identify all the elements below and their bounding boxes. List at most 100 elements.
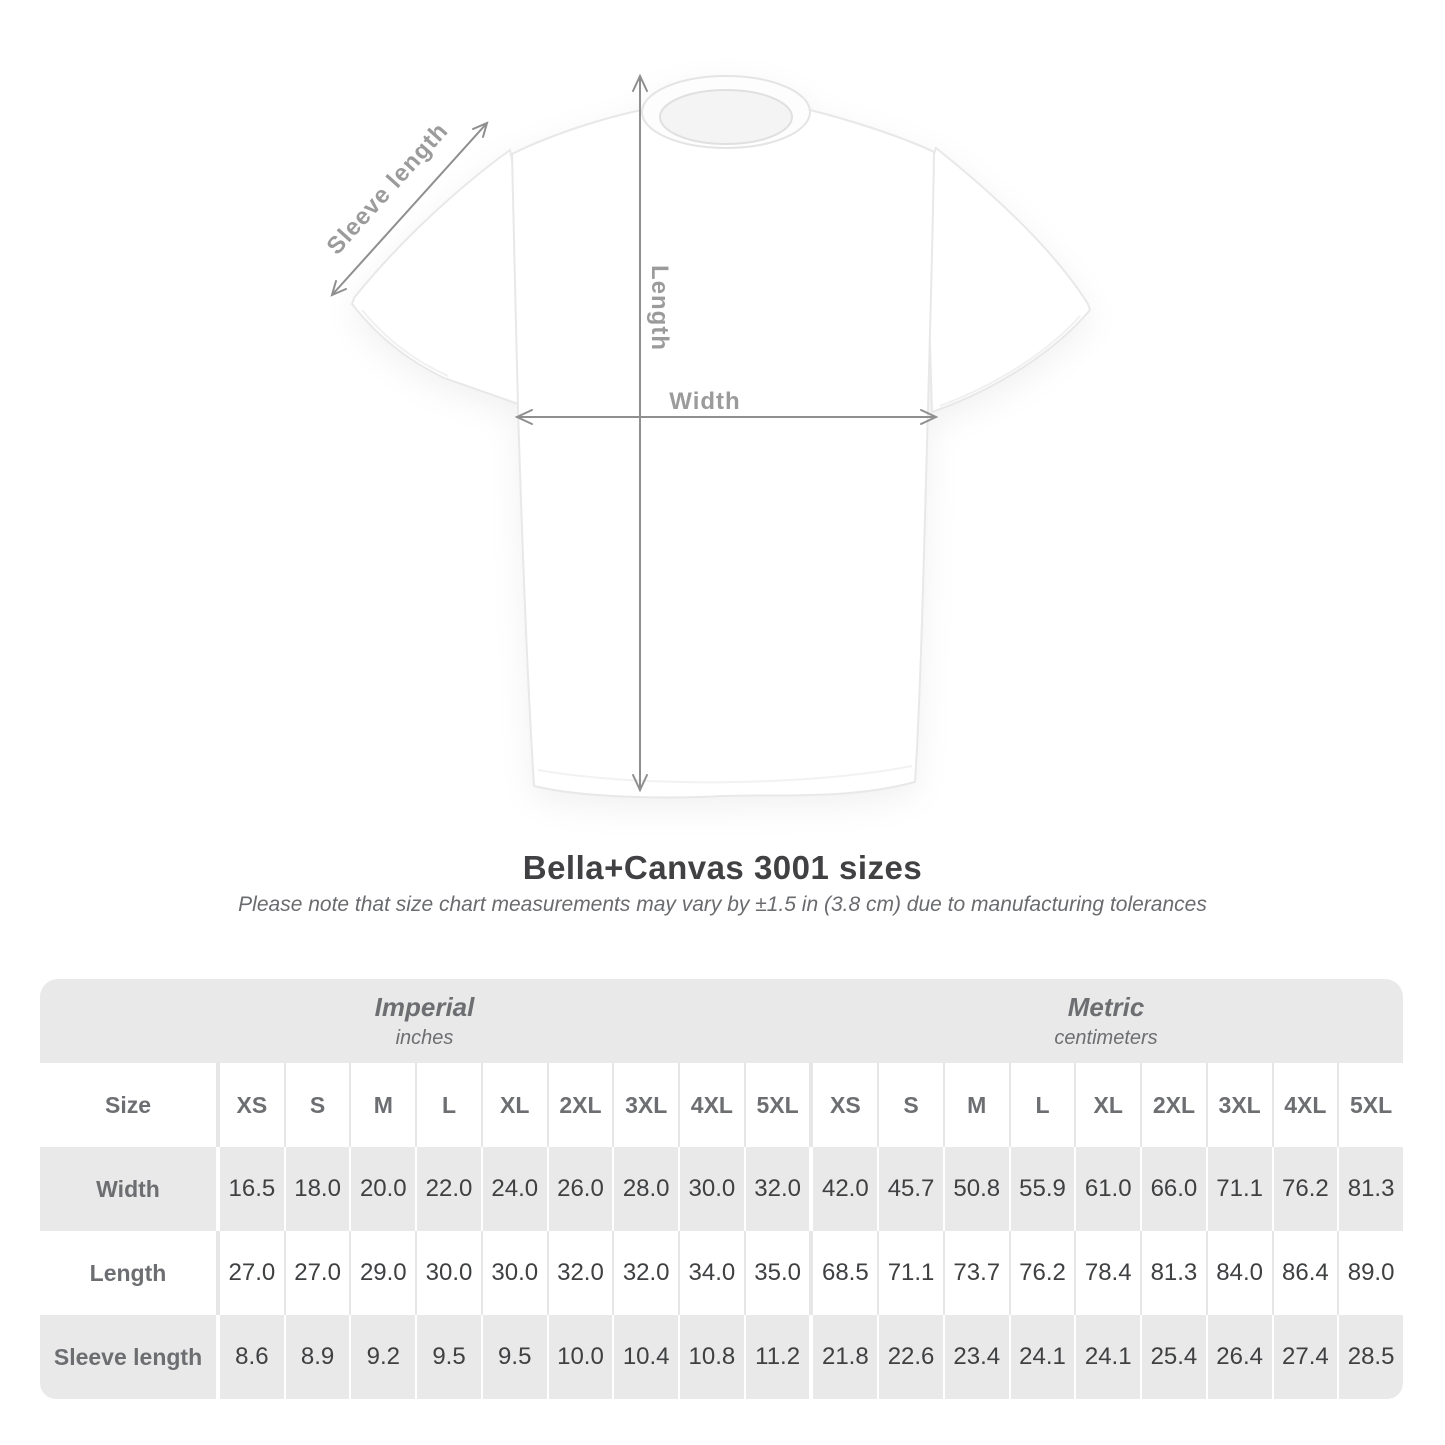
- table-row-sleeve-length-cell: 23.4: [942, 1315, 1009, 1399]
- table-row-width-cell: 20.0: [349, 1147, 415, 1231]
- size-header-row-cell: 2XL: [546, 1063, 613, 1147]
- row-label: Sleeve length: [53, 1343, 203, 1370]
- size-header-row-cell: 5XL: [743, 1063, 810, 1147]
- tshirt-body: [510, 88, 936, 799]
- table-row-length-cell: 78.4: [1074, 1231, 1140, 1315]
- table-row-length-cell: 76.2: [1008, 1231, 1075, 1315]
- size-header-row-cell: 3XL: [612, 1063, 678, 1147]
- table-row-length-cell: 84.0: [1205, 1231, 1272, 1315]
- size-grid: Size XS S M L XL 2XL 3XL 4XL 5XL XS S M L XL 2XL 3XL 4XL 5…: [40, 1063, 1403, 1399]
- table-row-sleeve-length: Sleeve length 8.6 8.9 9.2 9.5 9.5 10.0 10.4 10.8…: [40, 1315, 1403, 1399]
- table-row-sleeve-length-cell: 27.4: [1271, 1315, 1338, 1399]
- table-row-width-cell: 42.0: [809, 1147, 877, 1231]
- tshirt-measurement-diagram: Sleeve length Length Width: [321, 73, 1092, 799]
- size-header-row-cell: 4XL: [678, 1063, 744, 1147]
- size-header-row-cell: L: [415, 1063, 481, 1147]
- table-row-length-cell: 68.5: [809, 1231, 877, 1315]
- table-row-sleeve-length-cell: 24.1: [1074, 1315, 1140, 1399]
- table-row-length-cell: 34.0: [678, 1231, 744, 1315]
- table-row-length-cell: 32.0: [612, 1231, 678, 1315]
- table-row-width-cell: 28.0: [612, 1147, 678, 1231]
- table-row-sleeve-length-cell: 9.5: [415, 1315, 481, 1399]
- table-row-sleeve-length-cell: 11.2: [743, 1315, 810, 1399]
- sleeve-length-arrow: [330, 121, 489, 297]
- table-row-width-cell: 50.8: [942, 1147, 1009, 1231]
- table-row-length-cell: 27.0: [283, 1231, 350, 1315]
- size-header-row-cell: XS: [216, 1063, 284, 1147]
- tshirt-illustration: [330, 73, 1092, 799]
- imperial-label: Imperial: [374, 992, 475, 1022]
- table-row-sleeve-length-cell: 8.9: [283, 1315, 350, 1399]
- tshirt-right-sleeve: [923, 146, 1092, 414]
- table-row-length-cell: 30.0: [415, 1231, 481, 1315]
- table-row-length-cell: 30.0: [480, 1231, 547, 1315]
- size-header-row-cell: XL: [480, 1063, 547, 1147]
- size-header-row-cell: XL: [1074, 1063, 1140, 1147]
- table-row-width-cell: 32.0: [743, 1147, 810, 1231]
- table-row-length-cell: 29.0: [349, 1231, 415, 1315]
- tolerance-note: Please note that size chart measurements…: [238, 893, 1207, 916]
- table-row-sleeve-length-cell: 10.0: [546, 1315, 613, 1399]
- table-row-sleeve-length-cell: 26.4: [1205, 1315, 1272, 1399]
- table-row-sleeve-length-cell: 22.6: [877, 1315, 943, 1399]
- table-row-width-cell: 24.0: [480, 1147, 547, 1231]
- metric-header: Metric centimeters: [809, 979, 1403, 1063]
- table-row-width-cell: 71.1: [1205, 1147, 1272, 1231]
- table-row-length-cell: 71.1: [877, 1231, 943, 1315]
- table-row-sleeve-length-cell: 9.5: [480, 1315, 547, 1399]
- size-header-row-cell: XS: [809, 1063, 877, 1147]
- width-arrow: [514, 409, 939, 425]
- table-row-length-cell: 35.0: [743, 1231, 810, 1315]
- unit-header-band: Imperial inches Metric centimeters: [40, 979, 1403, 1063]
- table-row-width-cell: 45.7: [877, 1147, 943, 1231]
- width-label: Width: [669, 388, 741, 415]
- table-row-length-cell: 32.0: [546, 1231, 613, 1315]
- table-row-sleeve-length-cell: 9.2: [349, 1315, 415, 1399]
- size-header-row-cell: S: [877, 1063, 943, 1147]
- size-chart-table: Imperial inches Metric centimeters Size X…: [40, 979, 1403, 1399]
- length-label: Length: [646, 265, 673, 351]
- size-header-label: Size: [104, 1091, 152, 1118]
- table-row-length: Length 27.0 27.0 29.0 30.0 30.0 32.0 32.0 34.0 35…: [40, 1231, 1403, 1315]
- table-row-length-cell: 81.3: [1140, 1231, 1206, 1315]
- table-row-width-cell: 22.0: [415, 1147, 481, 1231]
- imperial-header: Imperial inches: [40, 979, 809, 1063]
- size-header-row-cell: 5XL: [1337, 1063, 1403, 1147]
- size-header-row-cell: L: [1008, 1063, 1075, 1147]
- table-row-sleeve-length-cell: 8.6: [216, 1315, 284, 1399]
- table-row-width-cell: 18.0: [283, 1147, 350, 1231]
- table-row-width: Width 16.5 18.0 20.0 22.0 24.0 26.0 28.0 30.0 32.…: [40, 1147, 1403, 1231]
- metric-unit: centimeters: [1054, 1027, 1158, 1049]
- metric-label: Metric: [1067, 992, 1145, 1022]
- table-row-width-cell: 61.0: [1074, 1147, 1140, 1231]
- table-row-sleeve-length-cell: 10.4: [612, 1315, 678, 1399]
- length-arrow: [632, 73, 648, 793]
- table-row-sleeve-length-cell: 10.8: [678, 1315, 744, 1399]
- tshirt-collar-inner: [659, 89, 793, 145]
- row-label: Width: [96, 1175, 160, 1202]
- row-label: Length: [89, 1259, 167, 1286]
- page-title: Bella+Canvas 3001 sizes: [522, 849, 923, 886]
- table-row-sleeve-length-cell: 28.5: [1337, 1315, 1403, 1399]
- imperial-unit: inches: [395, 1027, 454, 1049]
- table-row-width-cell: 55.9: [1008, 1147, 1075, 1231]
- table-row-width-cell: 76.2: [1271, 1147, 1338, 1231]
- size-header-row-cell: S: [283, 1063, 350, 1147]
- size-header-row-cell: M: [942, 1063, 1009, 1147]
- table-row-width-cell: 81.3: [1337, 1147, 1403, 1231]
- size-header-row: Size XS S M L XL 2XL 3XL 4XL 5XL XS S M L XL 2XL 3XL 4XL 5…: [40, 1063, 1403, 1147]
- size-header-row-cell: 4XL: [1271, 1063, 1338, 1147]
- table-row-length-cell: 89.0: [1337, 1231, 1403, 1315]
- table-row-width-cell: 66.0: [1140, 1147, 1206, 1231]
- size-header-row-cell: 3XL: [1205, 1063, 1272, 1147]
- table-row-sleeve-length-cell: 24.1: [1008, 1315, 1075, 1399]
- table-row-length-cell: 86.4: [1271, 1231, 1338, 1315]
- table-row-sleeve-length-cell: 21.8: [809, 1315, 877, 1399]
- table-row-length-cell: 73.7: [942, 1231, 1009, 1315]
- table-row-sleeve-length-cell: 25.4: [1140, 1315, 1206, 1399]
- table-row-width-cell: 30.0: [678, 1147, 744, 1231]
- table-row-width-cell: 16.5: [216, 1147, 284, 1231]
- table-row-length-cell: 27.0: [216, 1231, 284, 1315]
- table-row-width-cell: 26.0: [546, 1147, 613, 1231]
- size-header-row-cell: M: [349, 1063, 415, 1147]
